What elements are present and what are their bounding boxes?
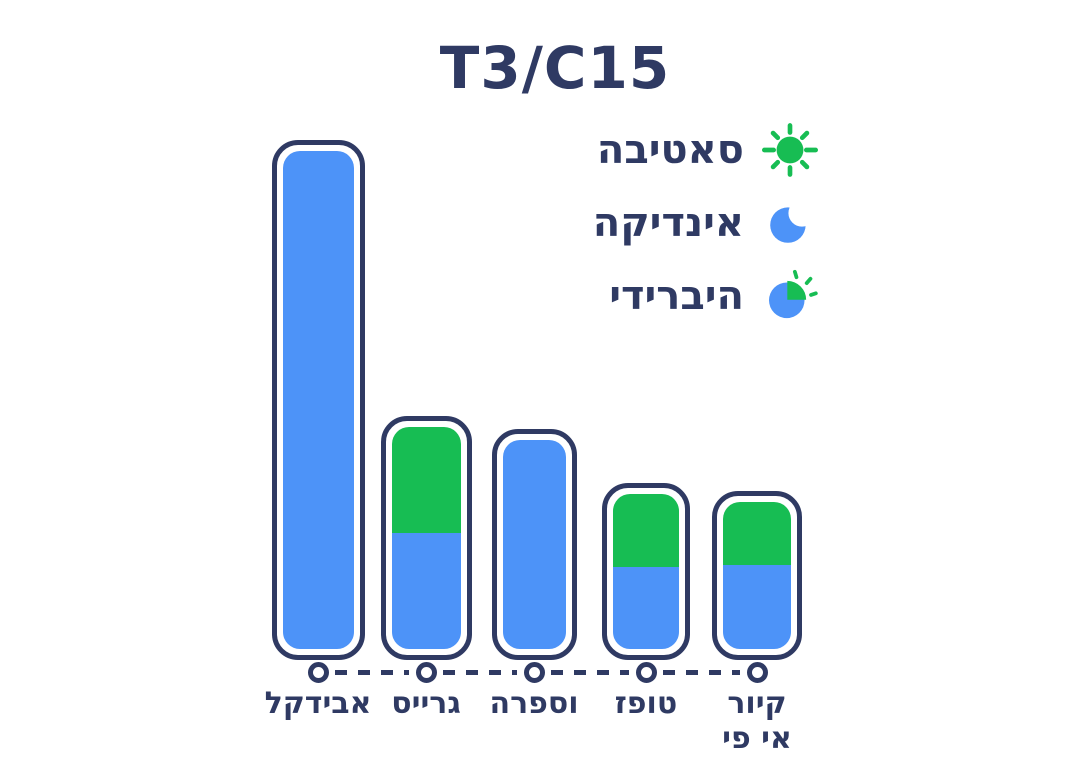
bar-segment-indica (282, 151, 354, 649)
bar-segment-sativa (613, 494, 679, 568)
bar-fill (282, 151, 354, 649)
bar-5 (712, 491, 802, 660)
legend-label-hybrid: היברידי (609, 273, 744, 319)
bar-3 (491, 428, 577, 660)
axis-point (415, 661, 437, 683)
bar-fill (613, 494, 679, 649)
bar-label: גרייס (391, 686, 461, 721)
bar-label: אבידקל (264, 686, 372, 721)
axis-point (746, 661, 768, 683)
moon-icon (762, 195, 818, 251)
axis-point (635, 661, 657, 683)
bar-segment-indica (613, 567, 679, 649)
bar-segment-sativa (391, 426, 461, 534)
bar-segment-indica (391, 533, 461, 649)
axis-dash-line (551, 669, 629, 675)
bar-segment-indica (723, 565, 791, 649)
bar-2 (380, 415, 472, 660)
legend: סאטיבה אינדיקה (593, 122, 818, 324)
bar-fill (391, 426, 461, 649)
bar-segment-indica (502, 439, 566, 649)
bar-label: קיור אי פי (722, 686, 792, 756)
sun-icon (762, 122, 818, 178)
axis-dash-line (663, 669, 740, 675)
bar-label: וספרה (489, 686, 579, 721)
legend-item-sativa: סאטיבה (597, 122, 818, 178)
bar-1 (271, 140, 365, 660)
legend-label-sativa: סאטיבה (596, 127, 744, 173)
axis-point (307, 661, 329, 683)
chart-title: T3/C15 (439, 34, 671, 102)
hybrid-sun-moon-icon (762, 268, 818, 324)
bar-fill (723, 502, 791, 649)
bar-segment-sativa (723, 502, 791, 566)
bar-fill (502, 439, 566, 649)
axis-point (523, 661, 545, 683)
bar-4 (602, 483, 690, 660)
axis-dash-line (335, 669, 409, 675)
legend-item-indica: אינדיקה (593, 195, 818, 251)
legend-label-indica: אינדיקה (592, 200, 744, 246)
axis-dash-line (443, 669, 517, 675)
legend-item-hybrid: היברידי (609, 268, 818, 324)
bar-label: טופז (614, 686, 678, 721)
